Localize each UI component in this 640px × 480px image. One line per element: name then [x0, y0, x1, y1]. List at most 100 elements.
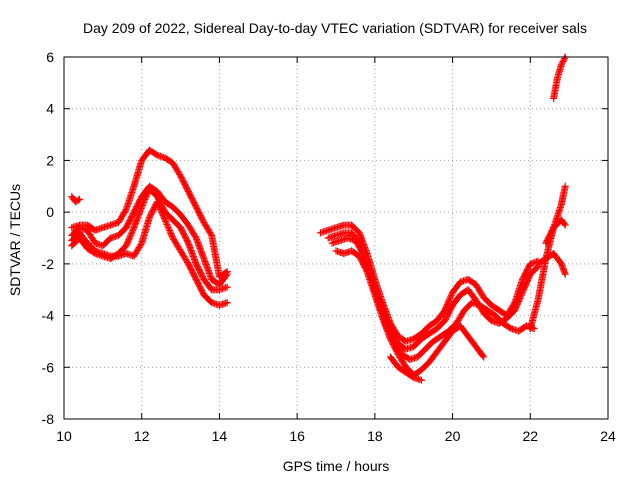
- data-point: [533, 264, 541, 272]
- data-point: [128, 228, 136, 236]
- data-point: [127, 231, 135, 239]
- data-point: [446, 294, 454, 302]
- x-tick-label: 22: [522, 428, 538, 444]
- chart-title: Day 209 of 2022, Sidereal Day-to-day VTE…: [83, 20, 587, 36]
- data-point: [125, 234, 133, 242]
- data-point: [515, 296, 523, 304]
- data-point: [561, 182, 569, 190]
- data-point: [443, 302, 451, 310]
- data-point: [125, 236, 133, 244]
- data-point: [512, 303, 520, 311]
- data-point: [511, 306, 519, 314]
- x-tick-label: 14: [212, 428, 228, 444]
- data-point: [223, 283, 231, 291]
- data-point: [166, 228, 174, 236]
- data-point: [168, 231, 176, 239]
- data-point: [520, 285, 528, 293]
- y-tick-label: -4: [42, 308, 55, 324]
- x-tick-label: 24: [600, 428, 616, 444]
- data-point: [160, 213, 168, 221]
- data-point: [157, 207, 165, 215]
- data-markers: [68, 53, 569, 384]
- data-point: [558, 59, 566, 67]
- data-point: [168, 232, 176, 240]
- plot-frame: [63, 56, 609, 420]
- data-point: [520, 284, 528, 292]
- data-point: [123, 239, 131, 247]
- data-point: [129, 225, 137, 233]
- data-point: [559, 58, 567, 66]
- data-point: [76, 195, 84, 203]
- series-s1: [68, 146, 231, 281]
- data-point: [166, 226, 174, 234]
- data-point: [165, 225, 173, 233]
- data-point: [513, 302, 521, 310]
- series-s10: [386, 353, 425, 384]
- data-point: [519, 288, 527, 296]
- y-tick-label: 0: [46, 204, 54, 220]
- data-point: [479, 352, 487, 360]
- data-point: [155, 202, 163, 210]
- data-point: [138, 203, 146, 211]
- data-point: [129, 227, 137, 235]
- data-point: [156, 205, 164, 213]
- data-point: [447, 291, 455, 299]
- data-point: [143, 191, 151, 199]
- data-point: [153, 198, 161, 206]
- data-point: [516, 294, 524, 302]
- data-point: [160, 214, 168, 222]
- data-point: [164, 223, 172, 231]
- data-point: [525, 273, 533, 281]
- data-point: [511, 305, 519, 313]
- data-point: [139, 200, 147, 208]
- data-point: [522, 279, 530, 287]
- data-point: [207, 230, 215, 238]
- data-point: [513, 300, 521, 308]
- data-point: [127, 230, 135, 238]
- data-point: [156, 204, 164, 212]
- data-point: [140, 197, 148, 205]
- grid: [64, 57, 608, 419]
- data-point: [557, 61, 565, 69]
- data-point: [443, 300, 451, 308]
- data-point: [159, 211, 167, 219]
- data-point: [442, 303, 450, 311]
- series-s2: [68, 182, 231, 289]
- data-point: [162, 219, 170, 227]
- data-point: [447, 293, 455, 301]
- x-tick-label: 12: [134, 428, 150, 444]
- series-s4: [68, 198, 231, 309]
- data-point: [417, 376, 425, 384]
- y-tick-label: -8: [42, 411, 55, 427]
- y-tick-label: -6: [42, 359, 55, 375]
- data-point: [480, 353, 488, 361]
- data-point: [521, 282, 529, 290]
- data-point: [222, 271, 230, 279]
- data-point: [158, 208, 166, 216]
- data-point: [163, 220, 171, 228]
- data-point: [518, 290, 526, 298]
- series-s5: [68, 193, 84, 206]
- x-tick-label: 18: [367, 428, 383, 444]
- data-point: [515, 297, 523, 305]
- data-point: [144, 189, 152, 197]
- data-point: [141, 195, 149, 203]
- data-point: [154, 199, 162, 207]
- data-point: [524, 276, 532, 284]
- series-s12: [534, 250, 569, 278]
- data-point: [74, 196, 82, 204]
- data-point: [140, 198, 148, 206]
- data-point: [517, 293, 525, 301]
- data-point: [155, 201, 163, 209]
- data-point: [223, 270, 231, 278]
- data-point: [123, 240, 131, 248]
- data-point: [121, 207, 129, 215]
- data-point: [164, 222, 172, 230]
- x-tick-label: 20: [445, 428, 461, 444]
- data-point: [142, 194, 150, 202]
- y-axis-title: SDTVAR / TECUs: [7, 184, 23, 296]
- data-point: [444, 299, 452, 307]
- series-s13: [542, 216, 569, 247]
- data-point: [517, 291, 525, 299]
